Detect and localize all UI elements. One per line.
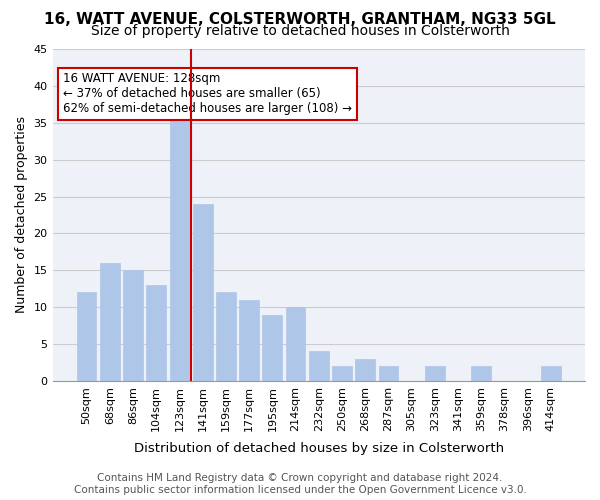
- Bar: [541, 366, 561, 381]
- Text: Size of property relative to detached houses in Colsterworth: Size of property relative to detached ho…: [91, 24, 509, 38]
- Text: 16, WATT AVENUE, COLSTERWORTH, GRANTHAM, NG33 5GL: 16, WATT AVENUE, COLSTERWORTH, GRANTHAM,…: [44, 12, 556, 28]
- Text: 16 WATT AVENUE: 128sqm
← 37% of detached houses are smaller (65)
62% of semi-det: 16 WATT AVENUE: 128sqm ← 37% of detached…: [63, 72, 352, 115]
- Bar: [146, 285, 166, 381]
- Bar: [100, 263, 119, 381]
- Bar: [170, 116, 190, 381]
- Bar: [286, 307, 305, 381]
- X-axis label: Distribution of detached houses by size in Colsterworth: Distribution of detached houses by size …: [134, 442, 504, 455]
- Bar: [216, 292, 236, 381]
- Text: Contains HM Land Registry data © Crown copyright and database right 2024.
Contai: Contains HM Land Registry data © Crown c…: [74, 474, 526, 495]
- Bar: [332, 366, 352, 381]
- Y-axis label: Number of detached properties: Number of detached properties: [15, 116, 28, 314]
- Bar: [193, 204, 212, 381]
- Bar: [262, 314, 282, 381]
- Bar: [239, 300, 259, 381]
- Bar: [77, 292, 97, 381]
- Bar: [379, 366, 398, 381]
- Bar: [309, 352, 329, 381]
- Bar: [355, 359, 375, 381]
- Bar: [472, 366, 491, 381]
- Bar: [123, 270, 143, 381]
- Bar: [425, 366, 445, 381]
